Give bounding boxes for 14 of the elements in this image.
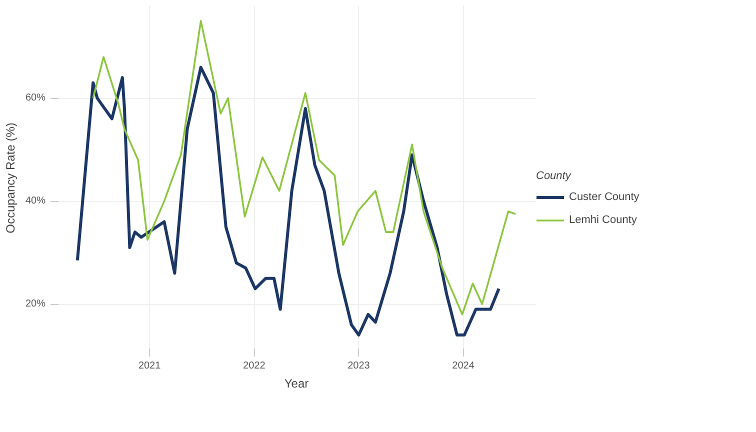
line-series — [76, 66, 500, 337]
x-tick-label: 2023 — [348, 360, 370, 372]
x-tick-label: 2022 — [243, 360, 266, 372]
legend-label: Custer County — [569, 191, 640, 203]
y-tick-label: 60% — [25, 92, 46, 104]
x-tick-label: 2024 — [452, 360, 475, 372]
x-tick-label: 2021 — [138, 360, 162, 372]
line-series — [92, 20, 516, 316]
y-tick-label: 20% — [25, 298, 46, 310]
x-axis-title: Year — [284, 376, 309, 390]
legend-label: Lemhi County — [569, 214, 637, 226]
legend-title: County — [536, 170, 572, 182]
y-axis-title: Occupancy Rate (%) — [3, 122, 18, 234]
y-tick-label: 40% — [25, 196, 46, 207]
